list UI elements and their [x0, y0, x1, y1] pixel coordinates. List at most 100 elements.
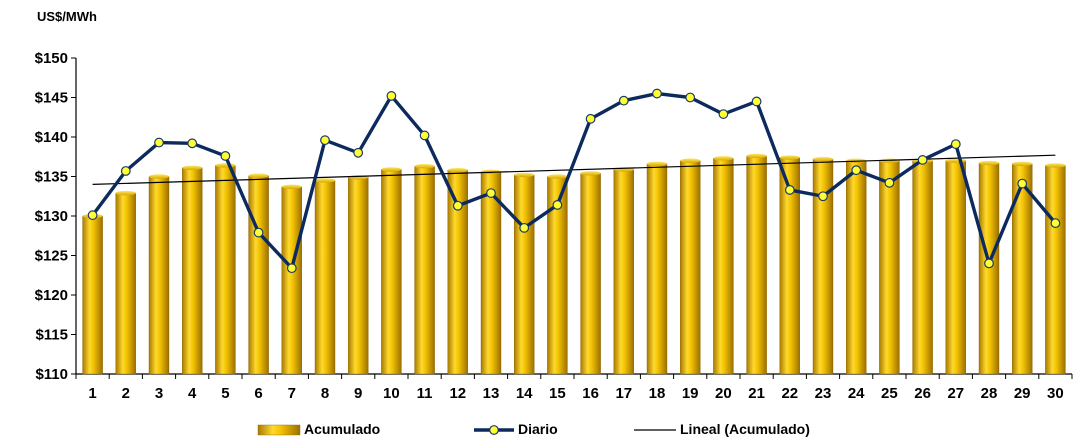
bar-top-cap — [182, 165, 203, 171]
bar-top-cap — [281, 184, 302, 189]
y-tick-label: $130 — [35, 208, 68, 225]
y-tick-label: $110 — [35, 366, 68, 383]
point-diario — [386, 91, 397, 101]
bar-acumulado — [181, 167, 203, 375]
point-diario — [685, 92, 696, 103]
x-tick-label: 18 — [649, 385, 666, 402]
bar-acumulado — [613, 169, 634, 375]
bar-top-cap — [248, 173, 269, 178]
series-line-diario — [91, 91, 1057, 270]
bar-acumulado — [148, 176, 170, 375]
x-tick-label: 29 — [1014, 385, 1031, 402]
bar-top-cap — [149, 174, 169, 179]
point-diario — [552, 200, 563, 210]
y-tick-label: $120 — [35, 287, 68, 304]
x-tick-label: 11 — [417, 385, 433, 402]
bar-top-cap — [547, 174, 568, 179]
x-tick-label: 15 — [549, 385, 566, 402]
point-diario — [1050, 218, 1061, 229]
bar-acumulado — [348, 177, 369, 375]
bar-acumulado — [115, 192, 137, 375]
point-diario — [585, 113, 596, 124]
bar-top-cap — [514, 172, 535, 178]
x-tick-label: 12 — [449, 385, 466, 402]
y-tick-label: $140 — [35, 129, 68, 146]
legend-swatch-diario-marker — [489, 425, 499, 435]
point-diario — [884, 177, 895, 188]
bar-top-cap — [381, 167, 402, 172]
bar-acumulado — [646, 163, 668, 375]
bar-top-cap — [680, 158, 701, 163]
y-tick-label: $115 — [35, 327, 68, 344]
point-diario — [320, 135, 330, 146]
x-tick-label: 28 — [981, 385, 998, 402]
point-diario — [253, 227, 264, 238]
bar-top-cap — [215, 163, 236, 168]
x-tick-label: 8 — [321, 385, 329, 402]
point-diario — [87, 210, 98, 221]
x-tick-label: 7 — [288, 385, 296, 402]
x-tick-label: 30 — [1047, 385, 1064, 402]
point-diario — [950, 139, 961, 150]
bar-acumulado — [879, 160, 900, 375]
point-diario — [818, 191, 828, 202]
bar-top-cap — [447, 167, 468, 173]
bar-acumulado — [82, 215, 103, 375]
point-diario — [851, 165, 862, 176]
x-tick-label: 16 — [582, 385, 599, 402]
point-diario — [618, 95, 629, 106]
trendline-lineal — [92, 154, 1056, 185]
bar-top-cap — [813, 156, 833, 162]
y-tick-label: $150 — [35, 50, 68, 67]
bar-acumulado — [580, 173, 601, 375]
legend-swatch-acumulado — [257, 424, 301, 436]
bar-acumulado — [746, 155, 767, 375]
point-diario — [452, 200, 463, 211]
bar-acumulado — [414, 166, 435, 375]
x-tick-label: 24 — [848, 385, 865, 402]
point-diario — [286, 263, 297, 274]
point-diario — [1017, 178, 1028, 189]
legend-label-acumulado: Acumulado — [304, 421, 380, 437]
x-tick-label: 17 — [615, 385, 632, 402]
bar-acumulado — [680, 160, 701, 375]
point-diario — [353, 147, 364, 158]
bar-acumulado — [945, 160, 966, 375]
bar-acumulado — [1012, 163, 1033, 375]
legend-label-trendline: Lineal (Acumulado) — [680, 421, 810, 437]
bar-top-cap — [115, 190, 136, 196]
x-tick-label: 27 — [947, 385, 964, 402]
bar-top-cap — [779, 155, 800, 160]
x-tick-label: 21 — [748, 385, 765, 402]
bar-acumulado — [314, 180, 336, 375]
x-tick-label: 10 — [383, 385, 400, 402]
bar-acumulado — [281, 186, 302, 375]
x-tick-label: 6 — [254, 385, 262, 402]
bar-top-cap — [979, 160, 999, 166]
point-diario — [419, 130, 430, 141]
x-tick-label: 3 — [155, 385, 163, 402]
point-diario — [652, 88, 662, 99]
bar-top-cap — [414, 164, 435, 169]
y-tick-label: $135 — [35, 169, 68, 186]
bar-acumulado — [215, 165, 236, 375]
x-tick-label: 2 — [122, 385, 130, 402]
x-tick-label: 9 — [354, 385, 362, 402]
x-tick-label: 4 — [188, 385, 197, 402]
point-diario — [718, 109, 729, 119]
point-diario — [784, 185, 795, 195]
bar-top-cap — [647, 161, 667, 167]
bar-acumulado — [846, 160, 867, 375]
x-tick-label: 19 — [682, 385, 699, 402]
y-tick-label: $125 — [35, 248, 68, 265]
x-tick-label: 25 — [881, 385, 898, 402]
point-diario — [751, 96, 762, 107]
x-tick-label: 5 — [221, 385, 229, 402]
bar-top-cap — [580, 171, 601, 176]
x-tick-label: 13 — [483, 385, 500, 402]
point-diario — [120, 166, 131, 176]
point-diario — [984, 258, 994, 269]
y-axis-unit-label: US$/MWh — [37, 9, 97, 24]
